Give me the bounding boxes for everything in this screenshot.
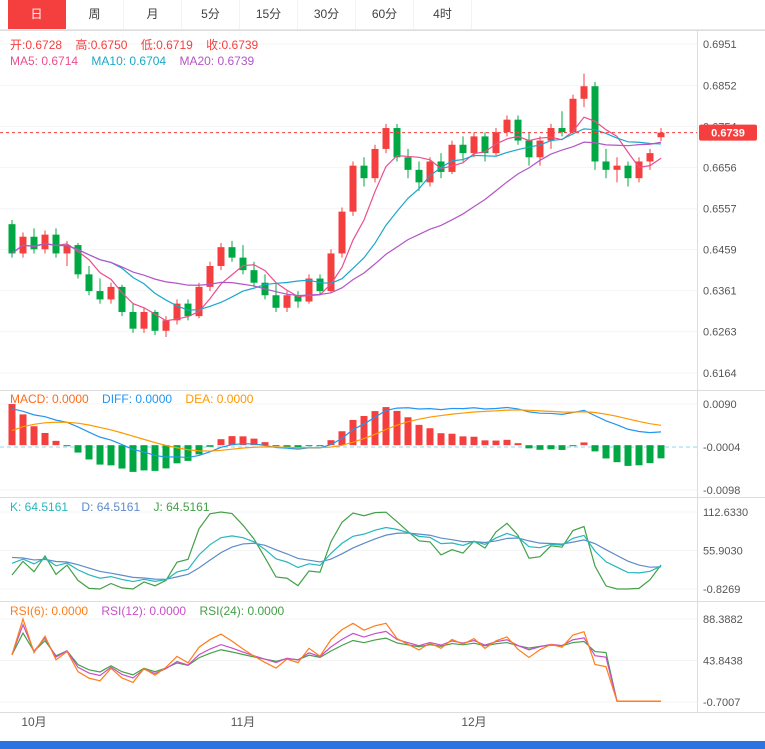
y-axis-label: 0.6557 — [703, 204, 737, 216]
x-axis-label: 11月 — [231, 715, 255, 729]
y-axis-label: 43.8438 — [703, 655, 743, 667]
y-axis-label: 88.3882 — [703, 614, 743, 626]
y-axis-label: 0.6656 — [703, 162, 737, 174]
y-axis-label: 0.6951 — [703, 39, 737, 51]
high-value: 高:0.6750 — [75, 38, 128, 52]
kdj-readout: K: 64.5161 D: 64.5161 J: 64.5161 — [10, 500, 220, 514]
tab-5min[interactable]: 5分 — [182, 0, 240, 29]
y-axis-label: 0.6263 — [703, 327, 737, 339]
candlestick-series — [8, 73, 665, 338]
y-axis-label: 0.6164 — [703, 368, 737, 380]
rsi6-value: RSI(6): 0.0000 — [10, 604, 89, 618]
d-value: D: 64.5161 — [81, 500, 141, 514]
kdj-d-line — [11, 532, 662, 580]
y-axis-label: 0.0090 — [703, 399, 737, 411]
ohlc-readout: 开:0.6728 高:0.6750 低:0.6719 收:0.6739 — [10, 36, 268, 53]
y-axis-label: 0.6361 — [703, 286, 737, 298]
open-value: 开:0.6728 — [10, 38, 63, 52]
ma5-value: MA5: 0.6714 — [10, 54, 79, 68]
y-axis-label: 0.6852 — [703, 80, 737, 92]
ma-readout: MA5: 0.6714 MA10: 0.6704 MA20: 0.6739 — [10, 54, 264, 68]
y-axis-labels: 0.69510.68520.67540.66560.65570.64590.63… — [703, 39, 748, 709]
k-value: K: 64.5161 — [10, 500, 69, 514]
timeframe-toolbar: 日 周 月 5分 15分 30分 60分 4时 — [0, 0, 765, 30]
y-axis-label: 112.6330 — [703, 507, 748, 519]
tab-60min[interactable]: 60分 — [356, 0, 414, 29]
macd-value: MACD: 0.0000 — [10, 392, 89, 406]
svg-text:0.6739: 0.6739 — [711, 128, 745, 140]
macd-readout: MACD: 0.0000 DIFF: 0.0000 DEA: 0.0000 — [10, 392, 263, 406]
ma20-value: MA20: 0.6739 — [179, 54, 255, 68]
rsi12-value: RSI(12): 0.0000 — [101, 604, 187, 618]
y-axis-label: -0.8269 — [703, 584, 740, 596]
kdj-j-line — [11, 511, 662, 590]
tab-30min[interactable]: 30分 — [298, 0, 356, 29]
tab-4hour[interactable]: 4时 — [414, 0, 472, 29]
y-axis-label: -0.0004 — [703, 442, 740, 454]
rsi12-line — [11, 623, 661, 702]
current-price-badge: 0.6739 — [699, 124, 757, 141]
x-axis-label: 10月 — [21, 715, 46, 729]
rsi6-line — [11, 617, 661, 702]
dea-value: DEA: 0.0000 — [185, 392, 254, 406]
tab-week[interactable]: 周 — [66, 0, 124, 29]
close-value: 收:0.6739 — [206, 38, 259, 52]
rsi24-value: RSI(24): 0.0000 — [199, 604, 285, 618]
y-axis-label: 0.6459 — [703, 245, 737, 257]
bottom-scrollbar[interactable] — [0, 741, 765, 749]
y-axis-label: -0.7007 — [703, 697, 740, 709]
diff-line — [11, 406, 662, 459]
panel-dividers — [0, 30, 765, 713]
rsi-readout: RSI(6): 0.0000 RSI(12): 0.0000 RSI(24): … — [10, 604, 294, 618]
ma5-line — [11, 116, 662, 322]
tab-month[interactable]: 月 — [124, 0, 182, 29]
j-value: J: 64.5161 — [153, 500, 210, 514]
ma20-line — [11, 141, 662, 297]
tab-15min[interactable]: 15分 — [240, 0, 298, 29]
y-axis-label: -0.0098 — [703, 485, 740, 497]
kdj-k-line — [11, 526, 662, 583]
x-axis-labels: 10月 11月 12月 — [21, 715, 486, 729]
ma10-value: MA10: 0.6704 — [91, 54, 167, 68]
low-value: 低:0.6719 — [140, 38, 193, 52]
dea-line — [11, 409, 662, 452]
y-axis-label: 55.9030 — [703, 546, 743, 558]
x-axis-label: 12月 — [461, 715, 486, 729]
ma10-line — [11, 128, 662, 311]
diff-value: DIFF: 0.0000 — [102, 392, 173, 406]
tab-day[interactable]: 日 — [8, 0, 66, 29]
